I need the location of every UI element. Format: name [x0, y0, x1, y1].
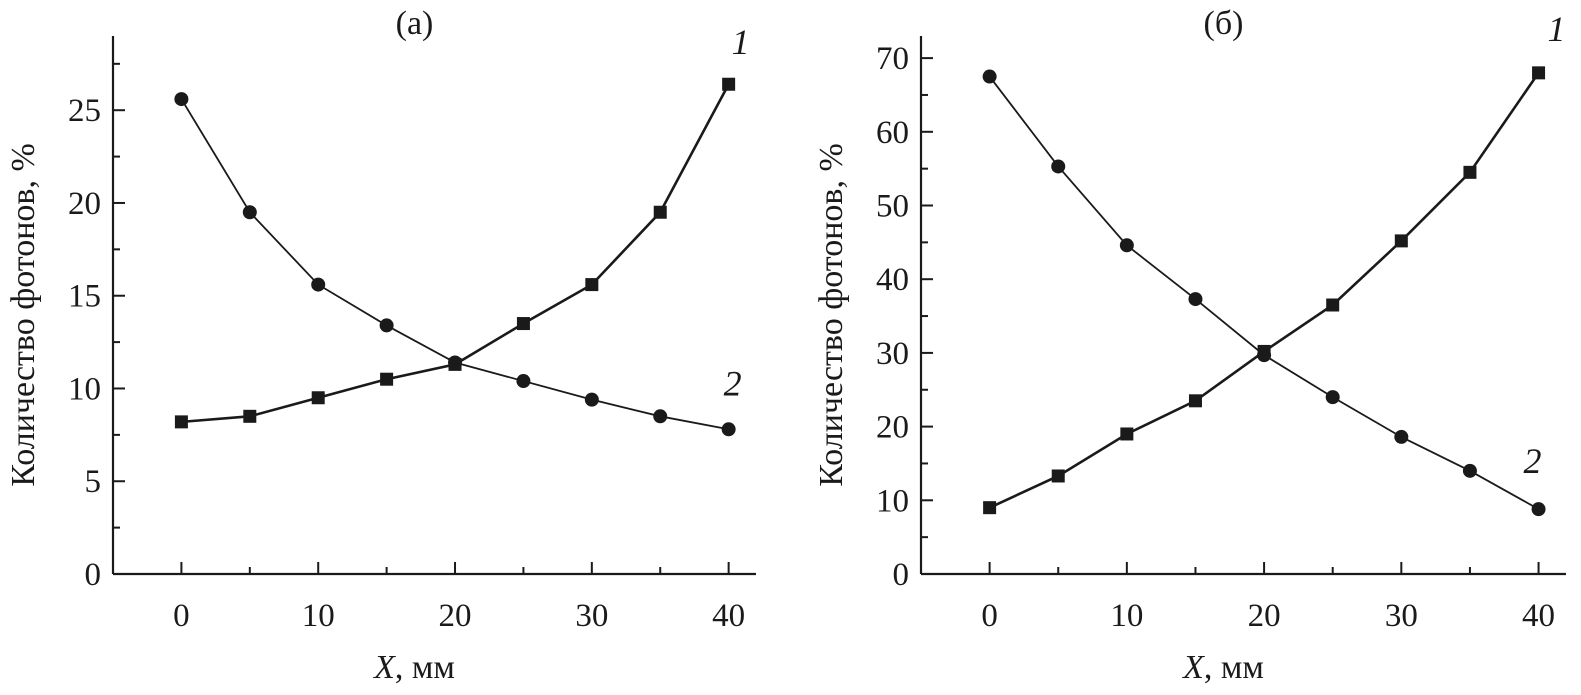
y-tick-label: 20 — [876, 410, 909, 446]
circle-marker — [584, 392, 599, 407]
series-label: 2 — [724, 363, 742, 403]
x-axis-title: X, мм — [1181, 649, 1264, 686]
circle-marker — [242, 205, 257, 220]
y-tick-label: 50 — [876, 189, 909, 225]
series-label: 1 — [732, 22, 750, 62]
series-label: 2 — [1524, 441, 1542, 481]
series-line-1 — [989, 72, 1540, 509]
circle-marker — [1462, 463, 1477, 478]
x-tick-label: 20 — [439, 598, 472, 634]
series-line-2 — [180, 98, 729, 431]
square-marker — [585, 278, 599, 292]
x-axis-unit: , мм — [1204, 649, 1264, 686]
x-tick-label: 40 — [712, 598, 745, 634]
chart-title: (а) — [396, 5, 434, 42]
x-tick-label: 40 — [1522, 598, 1555, 634]
square-marker — [174, 415, 188, 429]
circle-marker — [1531, 502, 1546, 517]
square-marker — [1394, 234, 1408, 248]
square-marker — [1120, 427, 1134, 441]
x-tick-label: 20 — [1248, 598, 1281, 634]
circle-marker — [174, 92, 189, 107]
square-marker — [243, 409, 257, 423]
y-tick-label: 10 — [68, 371, 101, 407]
y-tick-label: 60 — [876, 115, 909, 151]
series-line-2 — [988, 75, 1539, 510]
chart-panel-0: 0 5 10 15 20 25 0 10 20 30 40 (а) X, мм Количество фо… — [5, 5, 756, 686]
y-tick-label: 30 — [876, 336, 909, 372]
x-tick-label: 30 — [1385, 598, 1418, 634]
circle-marker — [653, 409, 668, 424]
y-tick-label: 0 — [893, 557, 910, 593]
series-label: 1 — [1548, 9, 1566, 49]
square-marker — [311, 391, 325, 405]
circle-marker — [982, 69, 997, 84]
square-marker — [1051, 469, 1065, 483]
x-axis-unit: , мм — [395, 649, 455, 686]
x-tick-label: 0 — [981, 598, 998, 634]
x-axis-var: X — [372, 649, 396, 686]
circle-marker — [516, 374, 531, 389]
circle-marker — [1119, 238, 1134, 253]
square-marker — [1326, 298, 1340, 312]
chart-title: (б) — [1204, 5, 1244, 42]
square-marker — [722, 77, 736, 91]
y-tick-label: 0 — [85, 557, 102, 593]
y-tick-label: 40 — [876, 262, 909, 298]
y-axis-title: Количество фотонов, % — [5, 143, 42, 487]
circle-marker — [1051, 159, 1066, 174]
circle-marker — [1188, 292, 1203, 307]
x-tick-label: 30 — [575, 598, 608, 634]
y-axis-title: Количество фотонов, % — [813, 143, 850, 487]
y-tick-label: 15 — [68, 279, 101, 315]
chart-panel-1: 0 10 20 30 40 50 60 70 0 10 20 30 40 (б) X, мм Количест… — [813, 5, 1566, 686]
x-axis-title: X, мм — [372, 649, 455, 686]
circle-marker — [1257, 348, 1272, 363]
x-tick-label: 10 — [1110, 598, 1143, 634]
series-line-1 — [181, 83, 730, 424]
square-marker — [1532, 66, 1546, 80]
square-marker — [516, 317, 530, 331]
square-marker — [1188, 394, 1202, 408]
y-tick-label: 5 — [85, 464, 102, 500]
y-tick-label: 25 — [68, 93, 101, 129]
y-tick-label: 70 — [876, 41, 909, 77]
square-marker — [1463, 165, 1477, 179]
circle-marker — [379, 318, 394, 333]
x-tick-label: 10 — [302, 598, 335, 634]
x-axis-var: X — [1181, 649, 1205, 686]
circle-marker — [311, 277, 326, 292]
circle-marker — [1325, 390, 1340, 405]
circle-marker — [448, 355, 463, 370]
x-tick-label: 0 — [173, 598, 190, 634]
y-tick-label: 20 — [68, 186, 101, 222]
square-marker — [983, 501, 997, 515]
square-marker — [380, 372, 394, 386]
circle-marker — [721, 422, 736, 437]
square-marker — [653, 205, 667, 219]
circle-marker — [1394, 429, 1409, 444]
y-tick-label: 10 — [876, 483, 909, 519]
